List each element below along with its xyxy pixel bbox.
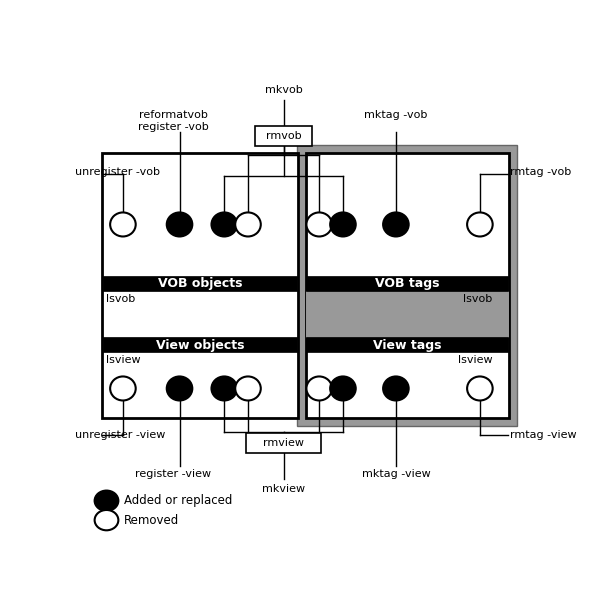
Ellipse shape: [211, 376, 237, 400]
Ellipse shape: [467, 212, 492, 236]
Ellipse shape: [167, 376, 192, 400]
Text: mkvob: mkvob: [264, 85, 303, 95]
Bar: [297, 145, 517, 427]
Text: rmview: rmview: [263, 439, 304, 448]
Ellipse shape: [95, 510, 118, 530]
Text: VOB objects: VOB objects: [158, 277, 242, 290]
Ellipse shape: [467, 376, 492, 400]
Ellipse shape: [167, 212, 192, 236]
Ellipse shape: [330, 212, 356, 236]
Bar: [306, 337, 508, 352]
Text: lsview: lsview: [107, 355, 141, 365]
Ellipse shape: [110, 376, 135, 400]
Bar: [246, 433, 321, 453]
Text: VOB tags: VOB tags: [375, 277, 439, 290]
Text: reformatvob: reformatvob: [138, 110, 207, 119]
Text: rmvob: rmvob: [266, 131, 302, 141]
Ellipse shape: [110, 212, 135, 236]
Bar: [306, 291, 508, 337]
Bar: [306, 276, 508, 291]
Text: register -vob: register -vob: [138, 122, 209, 131]
Text: Removed: Removed: [124, 514, 179, 527]
Text: lsview: lsview: [458, 355, 492, 365]
Ellipse shape: [235, 376, 261, 400]
Text: Added or replaced: Added or replaced: [124, 494, 232, 507]
Ellipse shape: [330, 376, 356, 400]
Ellipse shape: [211, 212, 237, 236]
Ellipse shape: [95, 491, 118, 511]
Text: register -view: register -view: [135, 469, 211, 479]
Text: rmtag -vob: rmtag -vob: [509, 167, 571, 177]
Ellipse shape: [306, 212, 332, 236]
Text: lsvob: lsvob: [107, 294, 135, 304]
Bar: [306, 154, 509, 418]
Text: View tags: View tags: [373, 338, 442, 352]
Bar: [255, 126, 312, 146]
Ellipse shape: [235, 212, 261, 236]
Text: unregister -view: unregister -view: [75, 430, 165, 440]
Ellipse shape: [383, 212, 409, 236]
Text: View objects: View objects: [156, 338, 244, 352]
Text: mkview: mkview: [262, 484, 305, 494]
Bar: [103, 276, 297, 291]
Bar: [103, 337, 297, 352]
Bar: [102, 154, 298, 418]
Ellipse shape: [306, 376, 332, 400]
Ellipse shape: [383, 376, 409, 400]
Text: rmtag -view: rmtag -view: [509, 430, 576, 440]
Bar: [306, 291, 508, 337]
Text: lsvob: lsvob: [464, 294, 492, 304]
Text: mktag -vob: mktag -vob: [364, 110, 428, 119]
Text: mktag -view: mktag -view: [362, 469, 431, 479]
Text: unregister -vob: unregister -vob: [75, 167, 160, 177]
